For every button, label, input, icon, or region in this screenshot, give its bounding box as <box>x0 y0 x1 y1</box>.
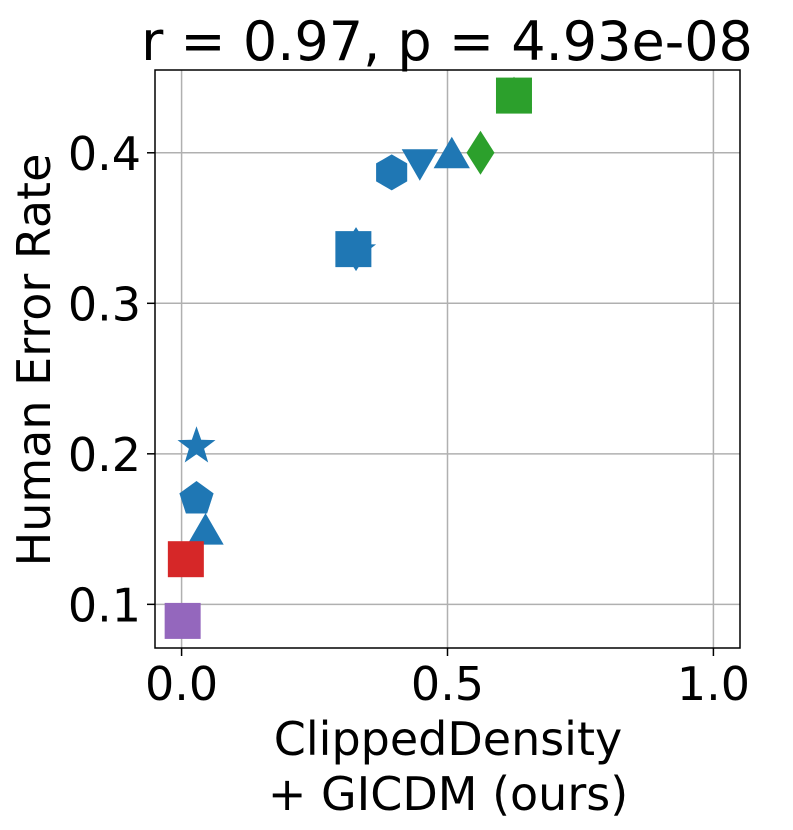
x-tick-label: 0.5 <box>411 657 484 711</box>
data-point-square <box>495 77 532 114</box>
y-tick-label: 0.4 <box>68 127 141 181</box>
chart-title: r = 0.97, p = 4.93e-08 <box>141 10 753 73</box>
data-point-triangle-down <box>401 149 438 181</box>
data-point-diamond <box>466 130 495 175</box>
data-point-square <box>164 602 201 639</box>
data-point-pentagon <box>179 481 214 514</box>
x-axis-label-line-2: + GICDM (ours) <box>268 767 628 821</box>
data-point-star <box>177 426 216 463</box>
x-tick-label: 1.0 <box>677 657 750 711</box>
y-axis-label: Human Error Rate <box>7 154 61 567</box>
data-point-hexagon <box>376 154 408 191</box>
data-point-triangle-up <box>433 136 470 169</box>
data-points <box>164 76 533 639</box>
y-tick-label: 0.1 <box>68 578 141 632</box>
data-point-square <box>167 541 204 578</box>
x-axis-label-line-1: ClippedDensity <box>274 712 622 766</box>
axis-ticks: 0.0 0.5 1.0 0.1 0.2 0.3 0.4 <box>68 127 750 711</box>
y-tick-label: 0.2 <box>68 428 141 482</box>
x-tick-label: 0.0 <box>145 657 218 711</box>
data-point-triangle-up <box>187 513 224 545</box>
data-point-square <box>335 231 372 268</box>
y-tick-label: 0.3 <box>68 277 141 331</box>
